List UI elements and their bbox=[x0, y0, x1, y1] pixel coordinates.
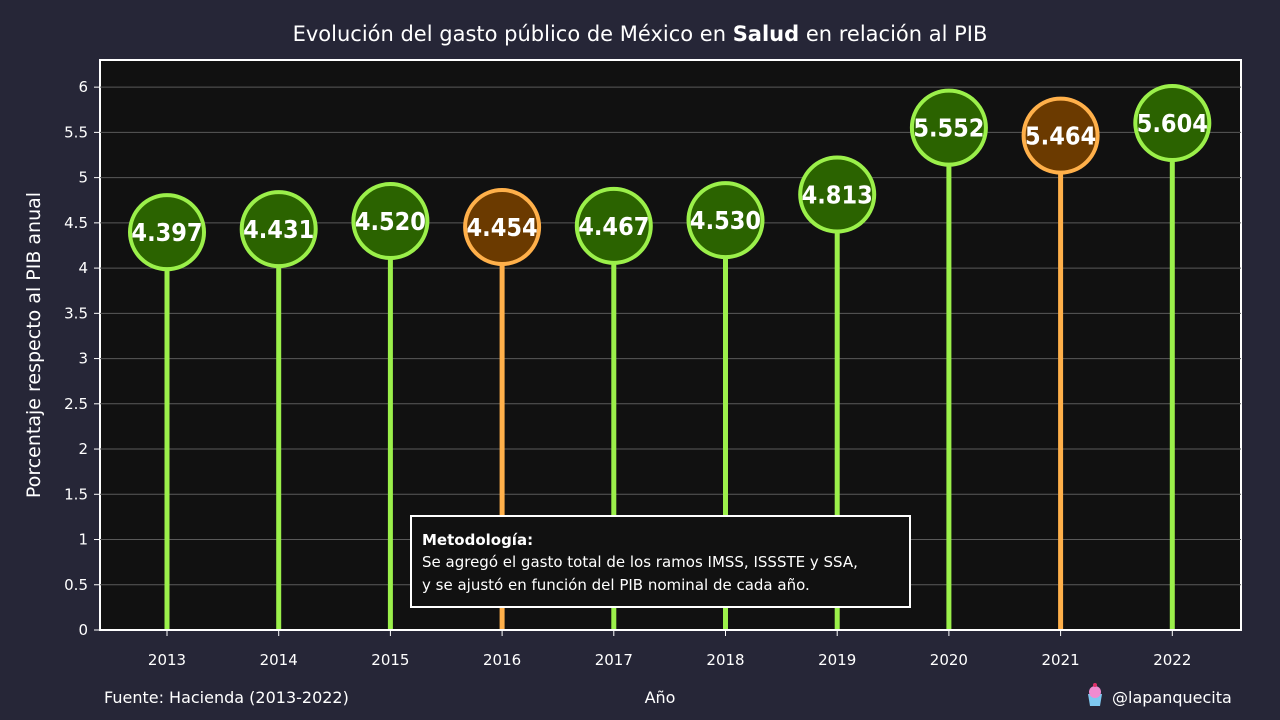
x-axis-ticks: 2013 2014 2015 2016 2017 2018 2019 2020 2021 2022 bbox=[148, 630, 1191, 669]
y-tick-label: 5 bbox=[78, 169, 88, 187]
lollipop-marker bbox=[351, 182, 430, 261]
x-tick-label: 2014 bbox=[260, 651, 298, 669]
x-tick-label: 2015 bbox=[371, 651, 409, 669]
y-axis-title: Porcentaje respecto al PIB anual bbox=[23, 192, 45, 498]
y-axis-ticks: 0 0.5 1 1.5 2 2.5 3 3.5 4 4.5 5 5.5 6 bbox=[64, 78, 100, 639]
y-tick-label: 1.5 bbox=[64, 485, 88, 503]
note-box bbox=[410, 515, 911, 608]
lollipop-marker bbox=[1021, 96, 1100, 175]
lollipop-marker bbox=[798, 155, 877, 234]
cupcake-icon bbox=[1088, 683, 1102, 706]
note-line-2: y se ajustó en función del PIB nominal d… bbox=[422, 576, 810, 594]
y-tick-label: 3 bbox=[78, 350, 88, 368]
x-tick-label: 2022 bbox=[1153, 651, 1191, 669]
y-tick-label: 5.5 bbox=[64, 123, 88, 141]
data-label: 4.397 bbox=[131, 218, 202, 247]
lollipop-marker bbox=[239, 190, 318, 269]
source-text: Fuente: Hacienda (2013-2022) bbox=[104, 688, 349, 707]
lollipop-marker bbox=[1133, 83, 1212, 162]
x-tick-label: 2013 bbox=[148, 651, 186, 669]
lollipop-markers: 4.397 4.431 4.520 4.454 4.467 4.530 4.813 5.552… bbox=[128, 83, 1212, 272]
x-tick-label: 2017 bbox=[595, 651, 633, 669]
data-label: 4.467 bbox=[578, 212, 649, 241]
x-axis-title: Año bbox=[645, 688, 676, 707]
y-tick-label: 6 bbox=[78, 78, 88, 96]
data-label: 4.813 bbox=[802, 181, 873, 210]
data-label: 4.454 bbox=[467, 213, 538, 242]
data-label: 4.431 bbox=[243, 215, 314, 244]
data-label: 5.464 bbox=[1025, 122, 1096, 151]
methodology-note: Metodología: Se agregó el gasto total de… bbox=[410, 515, 911, 608]
x-tick-label: 2020 bbox=[930, 651, 968, 669]
lollipop-marker bbox=[574, 186, 653, 265]
y-tick-label: 0 bbox=[78, 621, 88, 639]
data-label: 5.604 bbox=[1137, 109, 1208, 138]
lollipop-marker bbox=[909, 88, 988, 167]
x-tick-label: 2019 bbox=[818, 651, 856, 669]
lollipop-marker bbox=[686, 181, 765, 260]
y-tick-label: 2.5 bbox=[64, 395, 88, 413]
lollipop-marker bbox=[463, 188, 542, 267]
note-line-1: Se agregó el gasto total de los ramos IM… bbox=[422, 553, 858, 571]
y-tick-label: 4 bbox=[78, 259, 88, 277]
y-tick-label: 3.5 bbox=[64, 304, 88, 322]
x-tick-label: 2021 bbox=[1042, 651, 1080, 669]
y-tick-label: 1 bbox=[78, 531, 88, 549]
y-tick-label: 0.5 bbox=[64, 576, 88, 594]
author-handle: @lapanquecita bbox=[1112, 688, 1232, 707]
data-label: 4.530 bbox=[690, 206, 761, 235]
y-tick-label: 2 bbox=[78, 440, 88, 458]
data-label: 4.520 bbox=[355, 207, 426, 236]
x-tick-label: 2018 bbox=[706, 651, 744, 669]
y-tick-label: 4.5 bbox=[64, 214, 88, 232]
chart-title: Evolución del gasto público de México en… bbox=[293, 22, 988, 46]
lollipop-marker bbox=[128, 193, 206, 272]
data-label: 5.552 bbox=[913, 114, 984, 143]
x-tick-label: 2016 bbox=[483, 651, 521, 669]
note-title: Metodología: bbox=[422, 531, 533, 549]
